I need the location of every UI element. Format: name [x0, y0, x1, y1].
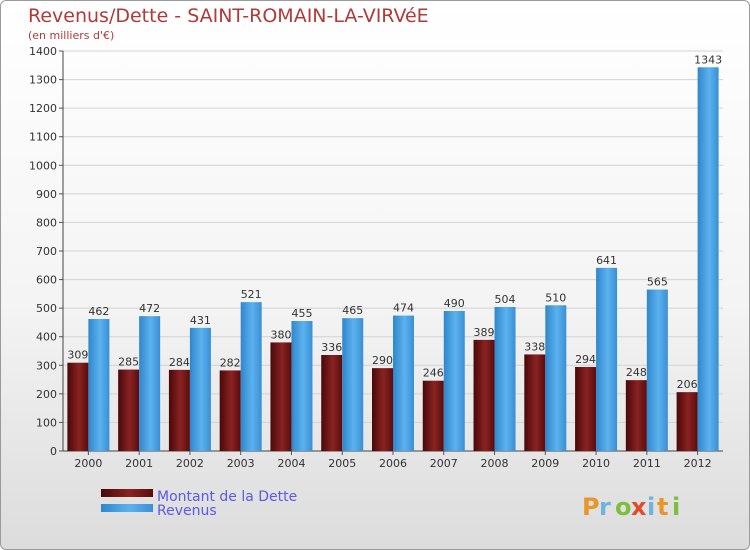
value-label-revenus: 455	[291, 307, 312, 320]
bar-dette	[270, 342, 292, 451]
legend-swatch-revenus	[101, 504, 153, 512]
bar-dette	[422, 380, 444, 451]
value-label-dette: 309	[67, 349, 88, 362]
x-tick-label: 2003	[227, 457, 255, 470]
bar-dette	[67, 362, 89, 451]
value-label-revenus: 462	[88, 305, 109, 318]
value-label-revenus: 521	[241, 288, 262, 301]
value-label-dette: 380	[270, 328, 291, 341]
bar-dette	[625, 380, 647, 451]
bar-revenus	[342, 318, 364, 451]
bar-revenus	[189, 327, 211, 451]
bar-revenus	[139, 316, 161, 451]
logo-letter: i	[672, 493, 680, 521]
proxiti-logo: P r o x i t i	[582, 493, 680, 521]
y-tick-label: 300	[36, 359, 57, 372]
bar-revenus	[240, 302, 262, 451]
value-label-dette: 248	[626, 366, 647, 379]
value-label-dette: 206	[677, 378, 698, 391]
y-tick-label: 100	[36, 416, 57, 429]
y-tick-label: 1300	[29, 74, 57, 87]
x-tick-label: 2001	[125, 457, 153, 470]
bar-revenus	[494, 307, 516, 451]
value-label-dette: 336	[321, 341, 342, 354]
y-tick-label: 900	[36, 188, 57, 201]
x-tick-label: 2007	[430, 457, 458, 470]
legend-swatch-dette	[101, 489, 153, 497]
bar-dette	[168, 369, 190, 451]
value-label-revenus: 474	[393, 302, 414, 315]
x-tick-label: 2004	[277, 457, 305, 470]
y-tick-label: 0	[50, 445, 57, 458]
value-label-revenus: 465	[342, 304, 363, 317]
value-label-revenus: 504	[495, 293, 516, 306]
bar-dette	[219, 370, 241, 451]
logo-letter: i	[647, 493, 655, 521]
value-label-revenus: 490	[444, 297, 465, 310]
value-label-dette: 285	[118, 356, 139, 369]
y-tick-label: 1000	[29, 159, 57, 172]
value-label-dette: 294	[575, 353, 596, 366]
chart-subtitle: (en milliers d'€)	[28, 29, 115, 42]
y-tick-label: 600	[36, 274, 57, 287]
bar-dette	[676, 392, 698, 451]
logo-letter: x	[631, 493, 647, 521]
logo-letter: o	[615, 493, 632, 521]
x-tick-label: 2010	[582, 457, 610, 470]
bar-dette	[473, 339, 495, 451]
x-tick-label: 2002	[176, 457, 204, 470]
x-tick-label: 2008	[481, 457, 509, 470]
value-label-revenus: 510	[545, 291, 566, 304]
value-label-dette: 389	[474, 326, 495, 339]
x-tick-label: 2000	[74, 457, 102, 470]
y-tick-label: 400	[36, 331, 57, 344]
value-label-revenus: 641	[596, 254, 617, 267]
legend-label-dette: Montant de la Dette	[157, 489, 297, 505]
x-tick-label: 2011	[633, 457, 661, 470]
y-tick-label: 200	[36, 388, 57, 401]
y-tick-label: 1100	[29, 131, 57, 144]
x-tick-label: 2012	[684, 457, 712, 470]
y-tick-label: 800	[36, 216, 57, 229]
bar-revenus	[443, 311, 465, 451]
bar-revenus	[596, 267, 618, 451]
logo-letter: r	[599, 493, 611, 521]
bar-dette	[524, 354, 546, 451]
bar-dette	[321, 355, 343, 451]
y-tick-label: 700	[36, 245, 57, 258]
bar-revenus	[697, 67, 719, 452]
value-label-dette: 338	[524, 340, 545, 353]
bar-dette	[372, 368, 393, 451]
y-tick-label: 500	[36, 302, 57, 315]
bar-revenus	[545, 305, 567, 451]
y-tick-label: 1400	[29, 45, 57, 58]
value-label-dette: 290	[372, 354, 393, 367]
bar-dette	[118, 369, 140, 451]
y-tick-label: 1200	[29, 102, 57, 115]
logo-letter: t	[657, 493, 668, 521]
value-label-revenus: 1343	[694, 53, 722, 66]
bar-revenus	[291, 321, 313, 451]
bar-revenus	[393, 315, 414, 451]
logo-letter: P	[582, 493, 600, 521]
x-tick-label: 2009	[531, 457, 559, 470]
value-label-dette: 282	[220, 356, 241, 369]
bar-revenus	[88, 319, 110, 451]
value-label-dette: 246	[423, 367, 444, 380]
chart-title: Revenus/Dette - SAINT-ROMAIN-LA-VIRVéE	[28, 5, 429, 27]
bar-dette	[575, 367, 597, 451]
value-label-dette: 284	[169, 356, 190, 369]
value-label-revenus: 472	[139, 302, 160, 315]
x-tick-label: 2005	[328, 457, 356, 470]
x-tick-label: 2006	[379, 457, 407, 470]
value-label-revenus: 431	[190, 314, 211, 327]
bar-revenus	[646, 289, 668, 451]
legend-label-revenus: Revenus	[157, 503, 217, 519]
legend: Montant de la Dette Revenus	[101, 489, 297, 519]
value-label-revenus: 565	[647, 276, 668, 289]
